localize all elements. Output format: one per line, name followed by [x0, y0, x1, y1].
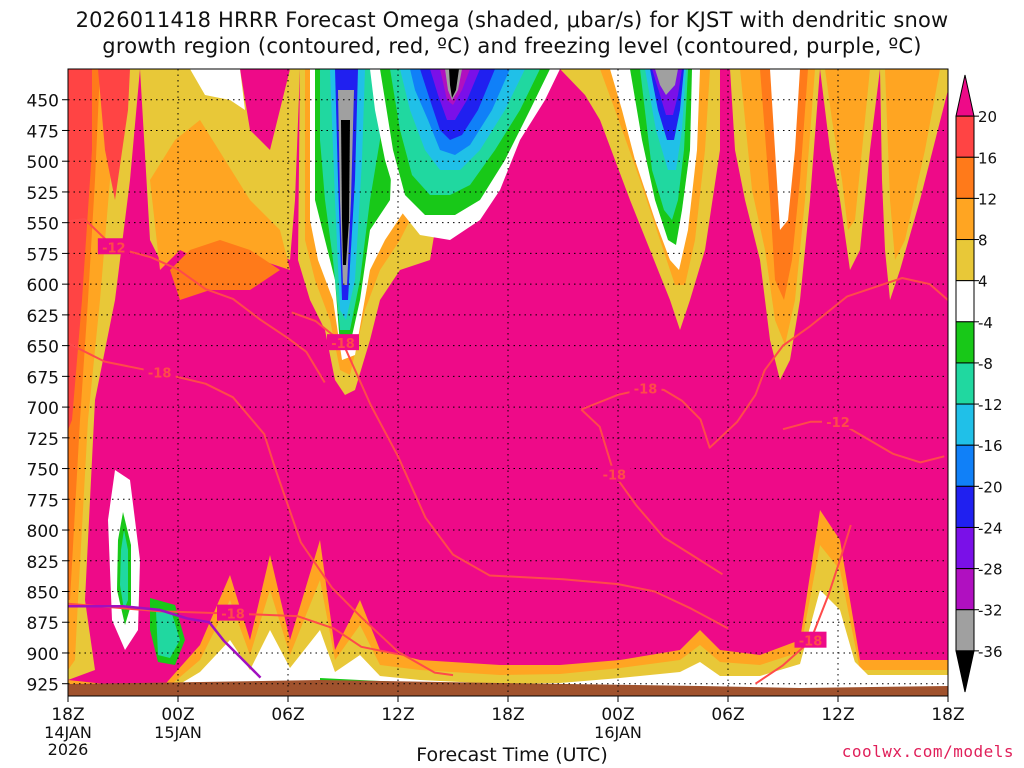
colorbar-swatch: [955, 115, 975, 158]
plot-area: -12 -18 -18 -18 -18 -18 -12 -18: [68, 69, 948, 696]
colorbar-label: 4: [978, 273, 988, 291]
colorbar-swatch: [955, 403, 975, 446]
x-tick-label: 00Z: [161, 705, 194, 725]
x-tick-sublabel: 16JAN: [594, 723, 642, 742]
y-tick-label: 525: [27, 184, 59, 204]
x-tick-label: 18Z: [491, 705, 524, 725]
colorbar-label: -28: [978, 561, 1003, 579]
chart-title-line-1: 2026011418 HRRR Forecast Omega (shaded, …: [75, 8, 949, 32]
colorbar-label: 16: [978, 149, 997, 167]
contour-label-bg: [327, 334, 359, 351]
contour-label: -18: [799, 635, 823, 650]
contour-label-bg: [822, 412, 854, 429]
x-tick-label: 18Z: [931, 705, 964, 725]
colorbar-label: 8: [978, 232, 988, 250]
dgz-contour-line: [580, 408, 724, 576]
y-tick-label: 775: [27, 491, 59, 511]
colorbar-label: -32: [978, 602, 1003, 620]
y-tick-label: 550: [27, 215, 59, 235]
contour-label-bg: [629, 379, 662, 396]
x-axis-title: Forecast Time (UTC): [416, 744, 608, 766]
x-tick-label: 12Z: [381, 705, 414, 725]
y-tick-label: 450: [27, 92, 59, 112]
colorbar-label: -4: [978, 314, 993, 332]
x-tick-label: 06Z: [271, 705, 304, 725]
y-tick-label: 825: [27, 553, 59, 573]
x-tick-label: 12Z: [821, 705, 854, 725]
dgz-contour-line: [782, 420, 945, 464]
y-tick-label: 625: [27, 307, 59, 327]
site-credit: coolwx.com/models: [841, 742, 1014, 761]
colorbar-swatch: [955, 321, 975, 364]
x-tick-sublabel: 2026: [48, 740, 89, 759]
y-tick-label: 750: [27, 461, 59, 481]
contour-label-bg: [794, 631, 827, 648]
colorbar-label: -12: [978, 396, 1003, 414]
contour-label: -18: [603, 469, 627, 484]
contour-label-bg: [143, 363, 176, 380]
colorbar-swatch: [955, 485, 975, 528]
y-tick-label: 925: [27, 676, 59, 696]
x-tick-label: 06Z: [711, 705, 744, 725]
colorbar-label: -8: [978, 355, 993, 373]
contour-label-bg: [598, 465, 631, 482]
colorbar-swatch: [955, 526, 975, 570]
x-tick-label: 00Z: [601, 705, 634, 725]
colorbar-swatch-bottom: [955, 650, 975, 693]
colorbar-label: -20: [978, 478, 1003, 496]
x-tick-sublabel: 15JAN: [154, 723, 202, 742]
colorbar: 20 16 12 8 4 -4 -8 -12 -16 -20 -24 -28 -32 -36: [955, 74, 1003, 693]
chart-title-line-2: growth region (contoured, red, ºC) and f…: [102, 34, 922, 58]
y-tick-label: 700: [27, 399, 59, 419]
freezing-level-line: [68, 605, 262, 679]
y-tick-label: 900: [27, 645, 59, 665]
colorbar-label: -36: [978, 643, 1003, 661]
colorbar-label: 12: [978, 190, 997, 208]
dgz-contour-line: [754, 524, 852, 685]
contour-label: -18: [148, 367, 172, 382]
colorbar-swatch: [955, 362, 975, 405]
colorbar-swatch: [955, 280, 975, 323]
colorbar-swatch-top: [955, 74, 975, 117]
y-tick-label: 650: [27, 338, 59, 358]
colorbar-swatch: [955, 156, 975, 199]
colorbar-label: -16: [978, 437, 1003, 455]
x-tick-sublabel: 14JAN: [44, 723, 92, 742]
contour-label-bg: [217, 604, 249, 621]
colorbar-swatch: [955, 568, 975, 611]
contour-label: -12: [826, 416, 850, 431]
colorbar-swatch: [955, 239, 975, 282]
contour-label-bg: [97, 238, 130, 255]
dgz-contours: -12 -18 -18 -18 -18 -18 -12 -18: [68, 218, 948, 685]
contour-label: -12: [102, 241, 126, 256]
y-tick-label: 675: [27, 368, 59, 388]
x-tick-label: 18Z: [51, 705, 84, 725]
y-tick-label: 575: [27, 245, 59, 265]
colorbar-swatch: [955, 444, 975, 487]
y-tick-label: 725: [27, 430, 59, 450]
y-tick-label: 500: [27, 153, 59, 173]
y-tick-label: 875: [27, 614, 59, 634]
dgz-contour-line: [68, 218, 326, 384]
colorbar-label: -24: [978, 519, 1003, 537]
y-tick-label: 475: [27, 122, 59, 142]
colorbar-label: 20: [978, 108, 997, 126]
contour-label: -18: [221, 608, 245, 623]
grid-lines: [68, 69, 948, 696]
colorbar-swatch: [955, 197, 975, 241]
contour-label: -18: [331, 337, 355, 352]
y-tick-label: 600: [27, 276, 59, 296]
contour-label: -18: [634, 383, 658, 398]
y-tick-label: 800: [27, 522, 59, 542]
y-tick-label: 850: [27, 584, 59, 604]
colorbar-swatch: [955, 609, 975, 652]
y-axis: 450 475 500 525 550 575 600 625 650 675 700 725 750 7…: [27, 92, 68, 696]
